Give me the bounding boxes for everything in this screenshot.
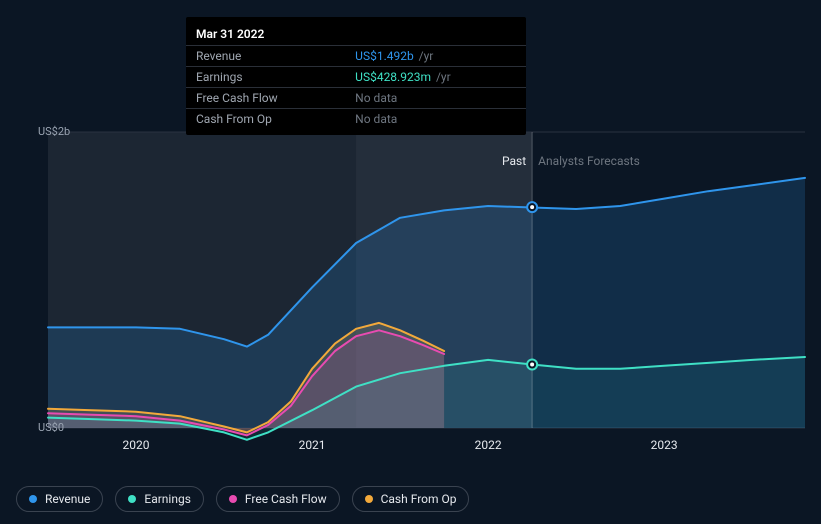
region-forecast-label: Analysts Forecasts: [538, 154, 640, 168]
tooltip-row-value: US$428.923m /yr: [345, 67, 526, 88]
financials-chart: US$0US$2b 2020202120222023 PastAnalysts …: [16, 116, 805, 444]
chart-svg: [48, 132, 805, 428]
legend-dot-icon: [229, 495, 237, 503]
plot-area: US$0US$2b 2020202120222023 PastAnalysts …: [48, 132, 805, 428]
tooltip-row-label: Cash From Op: [186, 109, 345, 130]
tooltip-row: RevenueUS$1.492b /yr: [186, 46, 526, 67]
legend-label: Earnings: [144, 492, 191, 506]
legend: Revenue Earnings Free Cash Flow Cash From O…: [16, 486, 469, 512]
y-axis-label: US$2b: [38, 125, 70, 138]
tooltip-row: Free Cash FlowNo data: [186, 88, 526, 109]
tooltip-row: EarningsUS$428.923m /yr: [186, 67, 526, 88]
legend-item[interactable]: Cash From Op: [352, 486, 470, 512]
legend-label: Free Cash Flow: [245, 492, 327, 506]
legend-label: Cash From Op: [381, 492, 457, 506]
tooltip-row-label: Earnings: [186, 67, 345, 88]
legend-label: Revenue: [45, 492, 90, 506]
tooltip-row-value: No data: [345, 88, 526, 109]
legend-item[interactable]: Revenue: [16, 486, 103, 512]
tooltip-row-label: Free Cash Flow: [186, 88, 345, 109]
tooltip-row: Cash From OpNo data: [186, 109, 526, 130]
legend-dot-icon: [128, 495, 136, 503]
legend-item[interactable]: Free Cash Flow: [216, 486, 340, 512]
x-axis-label: 2021: [299, 438, 326, 452]
legend-item[interactable]: Earnings: [115, 486, 204, 512]
y-axis-label: US$0: [38, 421, 64, 434]
tooltip-row-label: Revenue: [186, 46, 345, 67]
legend-dot-icon: [365, 495, 373, 503]
hover-tooltip: Mar 31 2022 RevenueUS$1.492b /yrEarnings…: [186, 17, 526, 135]
tooltip-row-value: No data: [345, 109, 526, 130]
region-past-label: Past: [502, 154, 526, 168]
tooltip-row-value: US$1.492b /yr: [345, 46, 526, 67]
legend-dot-icon: [29, 495, 37, 503]
tooltip-date: Mar 31 2022: [186, 23, 526, 45]
x-axis-label: 2023: [651, 438, 678, 452]
x-axis-label: 2020: [123, 438, 150, 452]
x-axis-label: 2022: [475, 438, 502, 452]
